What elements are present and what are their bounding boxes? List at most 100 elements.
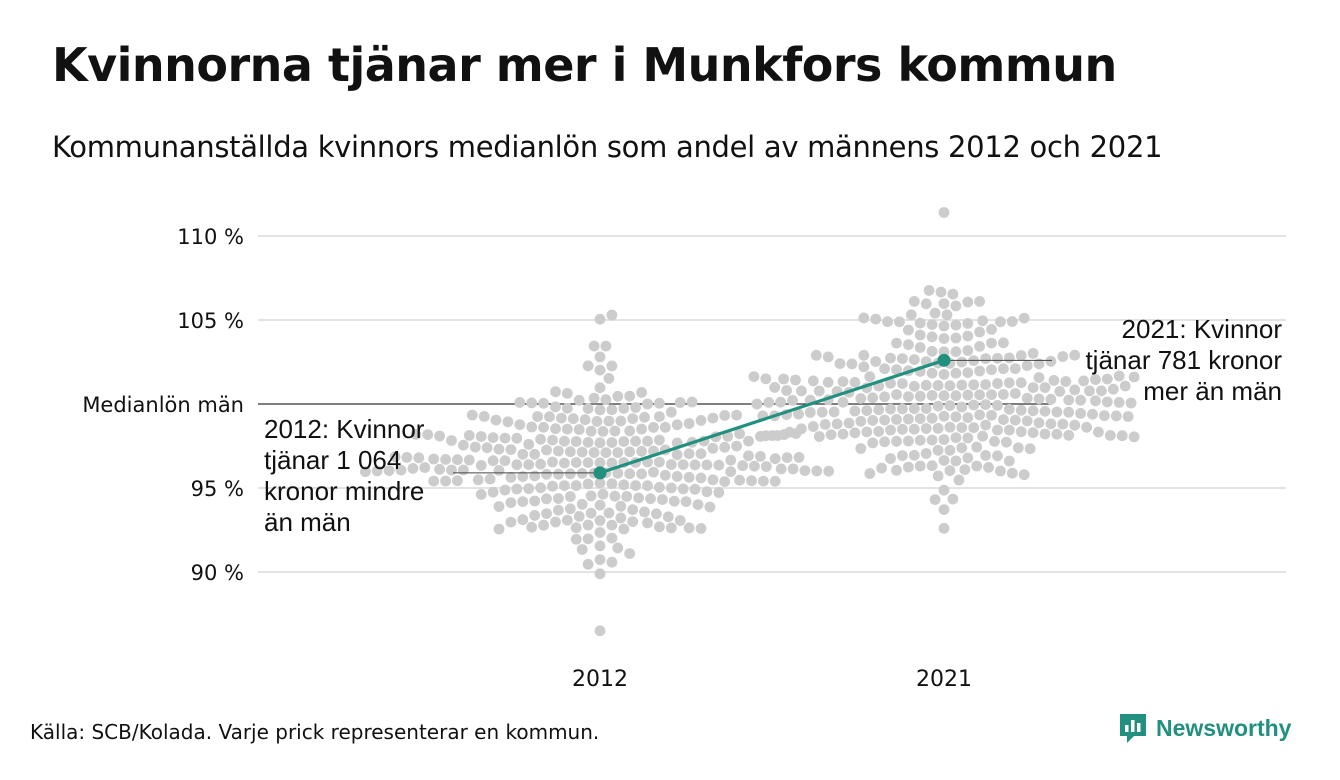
municipality-dot-2021 bbox=[914, 413, 926, 424]
municipality-dot-2012 bbox=[582, 403, 594, 414]
municipality-dot-2021 bbox=[962, 367, 974, 378]
municipality-dot-2012 bbox=[683, 522, 695, 534]
municipality-dot-2021 bbox=[813, 385, 825, 397]
municipality-dot-2012 bbox=[594, 568, 606, 580]
municipality-dot-2012 bbox=[624, 548, 636, 559]
municipality-dot-2021 bbox=[998, 389, 1009, 400]
municipality-dot-2021 bbox=[867, 437, 879, 449]
municipality-dot-2012 bbox=[463, 430, 475, 441]
municipality-dot-2012 bbox=[624, 468, 636, 480]
municipality-dot-2021 bbox=[1048, 375, 1060, 386]
municipality-dot-2012 bbox=[526, 421, 538, 433]
municipality-dot-2021 bbox=[861, 405, 873, 416]
municipality-dot-2021 bbox=[992, 378, 1003, 389]
municipality-dot-2012 bbox=[636, 387, 647, 398]
municipality-dot-2012 bbox=[603, 373, 615, 384]
municipality-dot-2021 bbox=[974, 389, 985, 401]
municipality-dot-2012 bbox=[561, 388, 573, 399]
municipality-dot-2012 bbox=[749, 460, 760, 472]
municipality-dot-2021 bbox=[885, 424, 896, 436]
municipality-dot-2021 bbox=[998, 337, 1009, 349]
municipality-dot-2012 bbox=[686, 396, 698, 408]
municipality-dot-2021 bbox=[828, 406, 840, 418]
y-tick-label: 105 % bbox=[177, 309, 244, 333]
municipality-dot-2021 bbox=[849, 405, 861, 417]
municipality-dot-2012 bbox=[475, 460, 487, 471]
municipality-dot-2012 bbox=[493, 465, 505, 476]
municipality-dot-2021 bbox=[1063, 406, 1075, 418]
municipality-dot-2021 bbox=[944, 380, 956, 392]
municipality-dot-2012 bbox=[674, 397, 686, 408]
municipality-dot-2021 bbox=[905, 309, 917, 321]
municipality-dot-2012 bbox=[674, 515, 686, 526]
municipality-dot-2012 bbox=[624, 390, 636, 402]
municipality-dot-2021 bbox=[923, 285, 935, 296]
municipality-dot-2012 bbox=[692, 499, 704, 510]
municipality-dot-2021 bbox=[920, 423, 932, 434]
municipality-dot-2012 bbox=[452, 454, 463, 466]
municipality-dot-2012 bbox=[642, 398, 653, 410]
municipality-dot-2021 bbox=[962, 345, 974, 356]
municipality-dot-2021 bbox=[950, 390, 962, 402]
municipality-dot-2021 bbox=[962, 412, 974, 423]
municipality-dot-2012 bbox=[582, 558, 594, 570]
municipality-dot-2012 bbox=[561, 514, 573, 526]
municipality-dot-2021 bbox=[1122, 411, 1134, 422]
municipality-dot-2021 bbox=[995, 465, 1006, 477]
municipality-dot-2021 bbox=[1075, 394, 1086, 406]
x-tick-label: 2021 bbox=[916, 667, 972, 692]
municipality-dot-2012 bbox=[535, 458, 546, 470]
municipality-dot-2012 bbox=[547, 434, 558, 446]
municipality-dot-2012 bbox=[561, 423, 573, 435]
municipality-dot-2021 bbox=[908, 380, 920, 392]
municipality-dot-2012 bbox=[648, 466, 659, 478]
newsworthy-logo: Newsworthy bbox=[1118, 712, 1291, 744]
municipality-dot-2012 bbox=[594, 540, 606, 552]
municipality-dot-2012 bbox=[793, 452, 805, 463]
municipality-dot-2012 bbox=[556, 412, 567, 424]
municipality-dot-2021 bbox=[950, 319, 962, 331]
municipality-dot-2012 bbox=[787, 463, 799, 475]
municipality-dot-2012 bbox=[463, 454, 475, 466]
municipality-dot-2012 bbox=[541, 508, 552, 519]
municipality-dot-2021 bbox=[962, 296, 974, 308]
municipality-dot-2021 bbox=[810, 349, 822, 361]
municipality-dot-2012 bbox=[383, 465, 395, 476]
municipality-dot-2021 bbox=[897, 450, 908, 461]
municipality-dot-2021 bbox=[763, 397, 775, 408]
municipality-dot-2021 bbox=[861, 426, 873, 438]
municipality-dot-2012 bbox=[630, 480, 641, 491]
municipality-dot-2021 bbox=[1078, 375, 1089, 387]
municipality-dot-2012 bbox=[564, 503, 576, 515]
municipality-dot-2021 bbox=[897, 353, 908, 364]
municipality-dot-2021 bbox=[950, 332, 962, 344]
municipality-dot-2012 bbox=[639, 506, 650, 518]
municipality-dot-2021 bbox=[989, 436, 1000, 447]
municipality-dot-2021 bbox=[885, 352, 896, 364]
municipality-dot-2021 bbox=[1021, 415, 1033, 427]
municipality-dot-2012 bbox=[758, 475, 769, 487]
municipality-dot-2021 bbox=[1033, 393, 1045, 405]
municipality-dot-2012 bbox=[665, 406, 677, 418]
municipality-dot-2012 bbox=[466, 409, 478, 421]
municipality-dot-2021 bbox=[882, 316, 893, 328]
municipality-dot-2021 bbox=[1033, 372, 1045, 383]
municipality-dot-2021 bbox=[873, 404, 885, 416]
municipality-dot-2012 bbox=[677, 483, 689, 495]
municipality-dot-2012 bbox=[514, 419, 526, 430]
municipality-dot-2021 bbox=[947, 288, 959, 300]
municipality-dot-2012 bbox=[514, 397, 526, 408]
annotation-2012-line: kronor mindre bbox=[264, 476, 425, 506]
municipality-dot-2021 bbox=[1003, 403, 1015, 415]
municipality-dot-2021 bbox=[980, 353, 991, 364]
municipality-dot-2012 bbox=[624, 425, 636, 437]
municipality-dot-2012 bbox=[594, 515, 606, 526]
source-note: Källa: SCB/Kolada. Varje prick represent… bbox=[30, 720, 600, 744]
municipality-dot-2021 bbox=[1021, 360, 1033, 371]
municipality-dot-2021 bbox=[971, 460, 983, 472]
annotation-2012-line: än män bbox=[264, 507, 351, 537]
municipality-dot-2021 bbox=[974, 326, 985, 338]
municipality-dot-2012 bbox=[446, 464, 457, 476]
municipality-dot-2021 bbox=[891, 464, 902, 476]
municipality-dot-2021 bbox=[1003, 352, 1015, 364]
